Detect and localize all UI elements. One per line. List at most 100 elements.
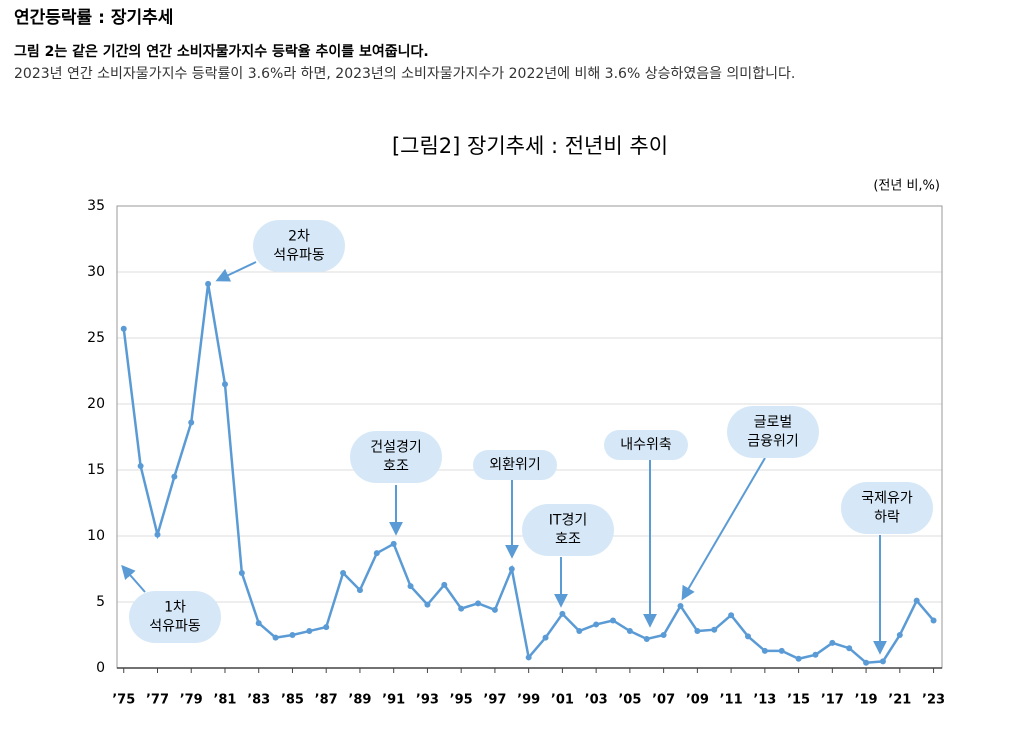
annotation-arrow bbox=[681, 457, 766, 601]
data-point bbox=[626, 628, 633, 635]
x-tick-label: ’15 bbox=[787, 693, 810, 708]
subtitle: 그림 2는 같은 기간의 연간 소비자물가지수 등락율 추이를 보여줍니다. bbox=[14, 43, 429, 60]
x-tick-label: ’93 bbox=[416, 693, 439, 708]
data-point bbox=[576, 628, 583, 635]
x-tick-label: ’09 bbox=[686, 693, 709, 708]
x-tick-label: ’07 bbox=[652, 693, 675, 708]
description: 2023년 연간 소비자물가지수 등락률이 3.6%라 하면, 2023년의 소… bbox=[14, 66, 795, 82]
annotation-text: 글로벌 bbox=[754, 415, 793, 431]
annotation-text: 2차 bbox=[288, 229, 310, 245]
annotation-bubble bbox=[129, 591, 221, 643]
data-point bbox=[778, 647, 785, 654]
x-tick-label: ’03 bbox=[585, 693, 608, 708]
data-point bbox=[137, 463, 144, 470]
data-point bbox=[340, 569, 347, 576]
data-point bbox=[744, 633, 751, 640]
annotation-text: 1차 bbox=[164, 600, 186, 616]
annotation-arrow bbox=[121, 564, 146, 593]
data-point bbox=[728, 612, 735, 619]
annotation-text: 하락 bbox=[874, 510, 900, 526]
annotation-text: 호조 bbox=[555, 532, 581, 548]
annotation-bubble bbox=[253, 220, 345, 272]
data-point bbox=[542, 634, 549, 641]
y-tick-label: 15 bbox=[87, 462, 105, 478]
data-point bbox=[930, 617, 937, 624]
data-point bbox=[491, 606, 498, 613]
x-tick-label: ’91 bbox=[382, 693, 405, 708]
data-point bbox=[373, 550, 380, 557]
data-point bbox=[508, 566, 515, 572]
x-tick-label: ’87 bbox=[315, 693, 338, 708]
annotation-bubble bbox=[841, 482, 933, 534]
data-point bbox=[205, 280, 212, 287]
data-point bbox=[188, 419, 195, 426]
data-point bbox=[593, 621, 600, 628]
data-point bbox=[356, 587, 363, 594]
x-tick-label: ’19 bbox=[855, 693, 878, 708]
y-tick-label: 5 bbox=[96, 594, 105, 610]
data-point bbox=[829, 639, 836, 646]
annotation-bubble bbox=[604, 430, 688, 460]
data-point bbox=[221, 381, 228, 388]
x-tick-label: ’95 bbox=[450, 693, 473, 708]
unit-label: (전년 비,%) bbox=[873, 179, 940, 194]
data-point bbox=[643, 635, 650, 642]
annotation-bubble bbox=[350, 431, 442, 483]
y-tick-label: 25 bbox=[87, 330, 105, 346]
data-point bbox=[323, 624, 330, 631]
x-tick-label: ’97 bbox=[483, 693, 506, 708]
y-tick-label: 30 bbox=[87, 264, 105, 280]
annotation-text: 금융위기 bbox=[747, 434, 799, 450]
data-point bbox=[913, 597, 920, 604]
data-point bbox=[441, 581, 448, 588]
data-point bbox=[896, 632, 903, 638]
chart-title: [그림2] 장기추세 : 전년비 추이 bbox=[392, 134, 668, 158]
data-point bbox=[879, 658, 886, 665]
y-tick-label: 35 bbox=[87, 198, 105, 214]
x-tick-label: ’75 bbox=[112, 693, 135, 708]
x-tick-label: ’85 bbox=[281, 693, 304, 708]
annotation-text: 내수위축 bbox=[620, 437, 672, 453]
data-point bbox=[846, 645, 853, 652]
y-tick-label: 10 bbox=[87, 528, 105, 544]
data-point bbox=[120, 325, 127, 332]
annotation-text: 석유파동 bbox=[149, 619, 201, 635]
x-tick-label: ’01 bbox=[551, 693, 574, 708]
annotation-text: 국제유가 bbox=[861, 491, 913, 507]
x-tick-label: ’11 bbox=[720, 693, 743, 708]
x-tick-label: ’83 bbox=[247, 693, 270, 708]
data-point bbox=[559, 610, 566, 617]
data-point bbox=[610, 617, 617, 624]
data-point bbox=[475, 600, 482, 607]
data-point bbox=[863, 659, 870, 666]
data-point bbox=[154, 531, 161, 538]
y-tick-label: 20 bbox=[87, 396, 105, 412]
data-point bbox=[171, 473, 178, 480]
data-point bbox=[390, 540, 397, 547]
annotation-bubble bbox=[727, 406, 819, 458]
data-point bbox=[660, 632, 667, 638]
data-point bbox=[272, 634, 279, 641]
y-tick-label: 0 bbox=[96, 660, 105, 676]
x-tick-label: ’13 bbox=[753, 693, 776, 708]
data-point bbox=[711, 626, 718, 633]
annotation-arrow bbox=[215, 261, 257, 282]
data-point bbox=[424, 601, 431, 608]
x-tick-label: ’21 bbox=[888, 693, 911, 708]
x-tick-label: ’79 bbox=[180, 693, 203, 708]
annotation-text: 건설경기 bbox=[370, 440, 422, 456]
x-tick-label: ’77 bbox=[146, 693, 169, 708]
annotation-text: 외환위기 bbox=[489, 457, 541, 473]
annotation-text: 석유파동 bbox=[273, 248, 325, 264]
x-tick-label: ’17 bbox=[821, 693, 844, 708]
data-point bbox=[238, 569, 245, 576]
data-point bbox=[761, 647, 768, 654]
data-point bbox=[306, 628, 313, 635]
annotation-text: IT경기 bbox=[549, 513, 587, 529]
data-point bbox=[289, 632, 296, 638]
data-point bbox=[255, 620, 262, 627]
data-point bbox=[525, 654, 532, 661]
annotation-text: 호조 bbox=[383, 459, 409, 475]
data-point bbox=[407, 583, 414, 590]
